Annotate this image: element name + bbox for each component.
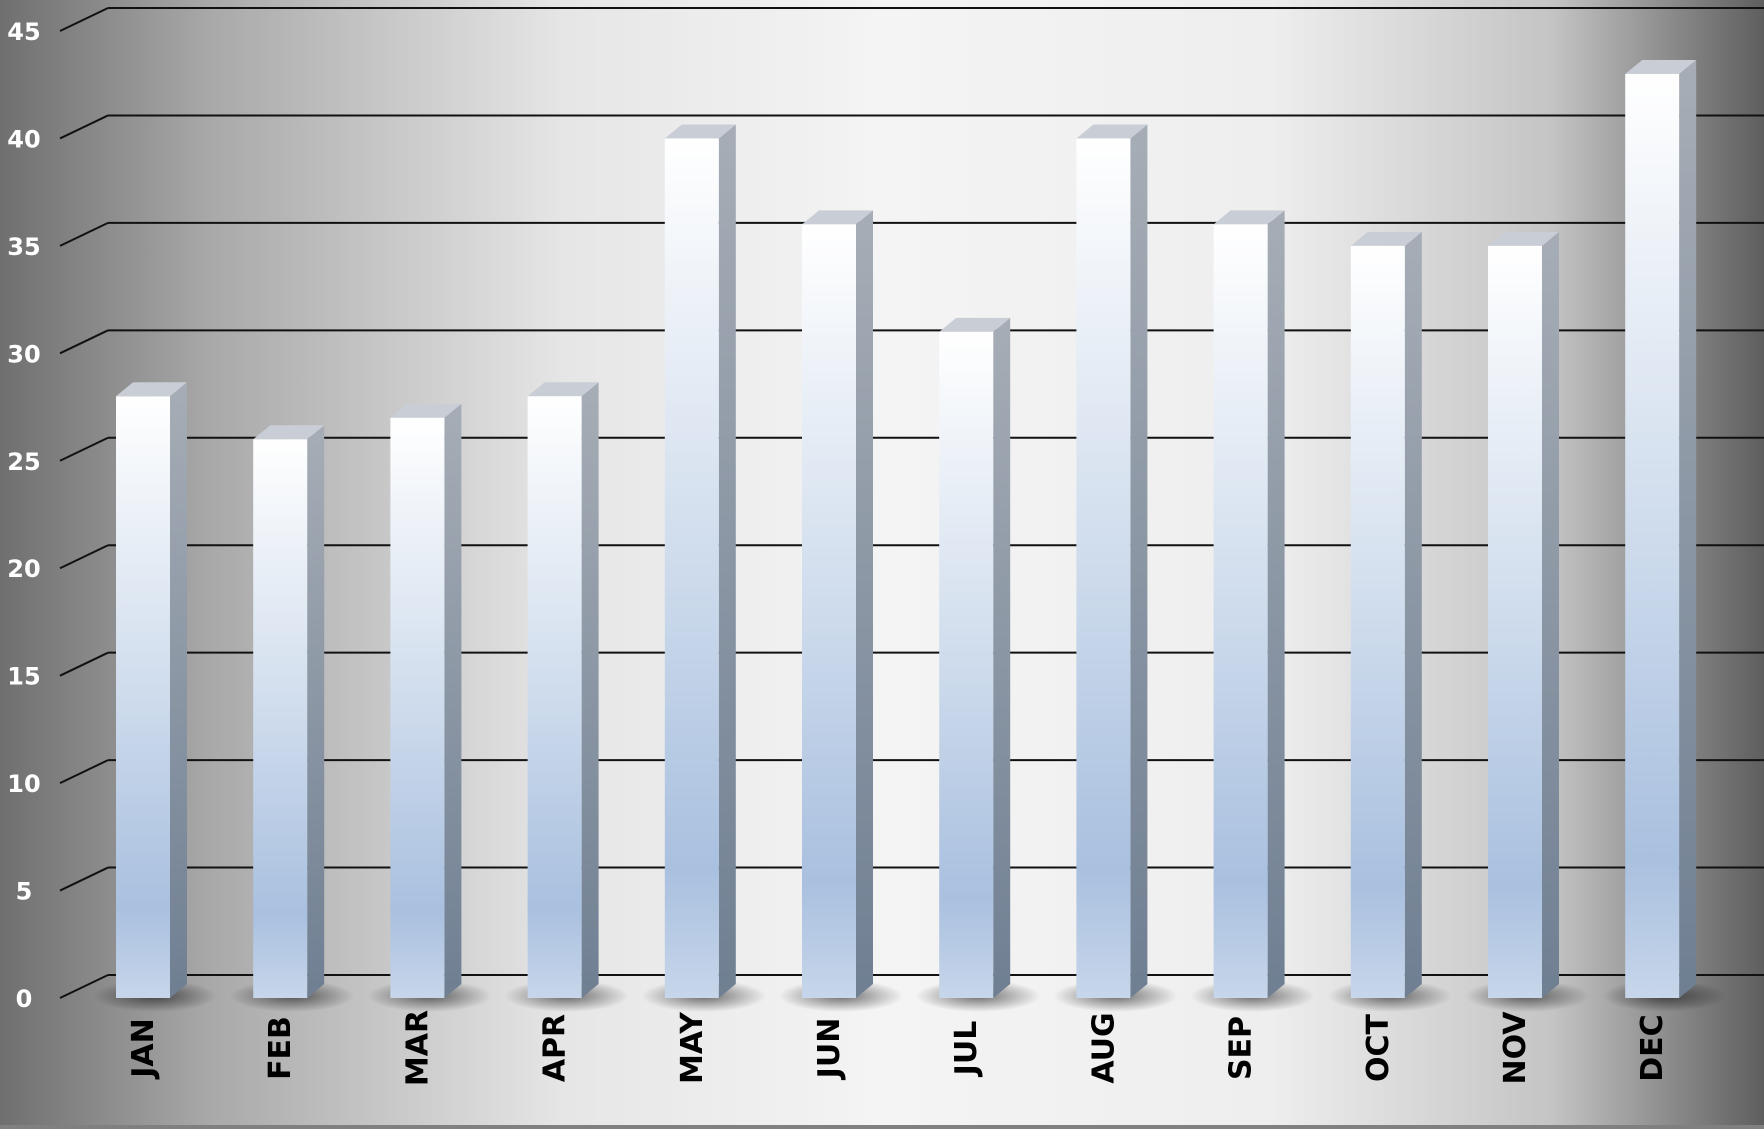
x-category-label: APR — [538, 1014, 573, 1082]
bar-side — [718, 124, 736, 998]
bar-cap — [802, 210, 873, 225]
bar-cap — [1625, 59, 1697, 74]
bar-cap — [664, 124, 736, 139]
x-category-label: AUG — [1086, 1012, 1121, 1083]
bar-cap — [527, 382, 599, 397]
bar — [664, 124, 736, 998]
bar-cap — [1488, 231, 1559, 246]
y-tick-label: 25 — [7, 448, 40, 476]
x-category-label: JUN — [812, 1018, 847, 1081]
bar-side — [170, 382, 187, 998]
bar-side — [1130, 124, 1148, 998]
x-category-label: MAY — [675, 1011, 710, 1084]
bar — [253, 425, 325, 998]
bar-front — [1213, 224, 1268, 998]
bar — [802, 210, 873, 998]
bar — [1488, 231, 1559, 998]
x-axis-category-labels: JAN FEB MAR APR MAY JUN JUL AUG SEP OCT NOV DEC — [126, 1010, 1670, 1086]
y-axis-tick-labels: 0 5 10 15 20 25 30 35 40 45 — [7, 18, 40, 1013]
bar-front — [253, 439, 308, 998]
bar-front — [664, 138, 719, 998]
bar-cap — [1350, 231, 1422, 246]
y-tick-label: 30 — [7, 340, 40, 368]
bar — [1076, 124, 1148, 998]
bar — [527, 382, 599, 998]
x-category-label: NOV — [1498, 1011, 1533, 1085]
bar — [939, 317, 1011, 998]
bar-side — [1267, 210, 1285, 998]
y-tick-label: 20 — [7, 555, 40, 583]
y-tick-label: 0 — [16, 985, 33, 1013]
gridline — [59, 114, 1764, 140]
bar-side — [1679, 59, 1697, 998]
x-category-label: FEB — [263, 1016, 298, 1080]
bar-front — [939, 331, 994, 998]
x-category-label: SEP — [1224, 1016, 1259, 1080]
bar-front — [802, 224, 856, 998]
bar-front — [527, 396, 582, 998]
bar — [390, 403, 462, 998]
bar-side — [1404, 231, 1422, 998]
bar-cap — [1213, 210, 1285, 225]
bar — [116, 382, 187, 998]
gridline — [59, 221, 1764, 247]
bar — [1625, 59, 1697, 998]
bar-side — [581, 382, 599, 998]
x-category-label: JAN — [126, 1018, 161, 1080]
bars — [116, 59, 1697, 998]
bar-side — [444, 403, 462, 998]
y-tick-label: 45 — [7, 18, 40, 46]
gridline — [59, 7, 1764, 32]
bar-front — [1625, 73, 1680, 998]
x-category-label: OCT — [1361, 1013, 1396, 1082]
bar-front — [1350, 245, 1405, 998]
x-category-label: MAR — [400, 1010, 435, 1086]
bar-front — [116, 396, 170, 998]
bar-front — [390, 417, 445, 998]
bar-side — [307, 425, 325, 998]
y-tick-label: 15 — [7, 663, 40, 691]
bar-cap — [253, 425, 325, 440]
bar-cap — [939, 317, 1011, 332]
bar-front — [1076, 138, 1131, 998]
y-tick-label: 35 — [7, 233, 40, 261]
y-tick-label: 40 — [7, 125, 40, 153]
bar-front — [1488, 245, 1542, 998]
y-tick-label: 5 — [16, 878, 33, 906]
x-category-label: DEC — [1635, 1014, 1670, 1081]
bar — [1350, 231, 1422, 998]
y-tick-label: 10 — [7, 770, 40, 798]
bar-cap — [1076, 124, 1148, 139]
bar — [1213, 210, 1285, 998]
bar-cap — [116, 382, 187, 397]
bar-side — [993, 317, 1011, 998]
bar-side — [1542, 231, 1559, 998]
bar-cap — [390, 403, 462, 418]
bar-side — [856, 210, 873, 998]
x-category-label: JUL — [949, 1021, 984, 1078]
